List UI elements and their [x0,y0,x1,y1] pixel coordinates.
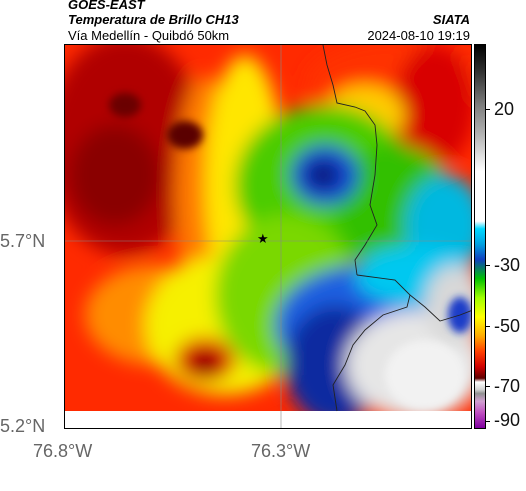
satellite-map: ★ [64,44,472,429]
colorbar-tick [486,421,490,422]
colorbar-tick [486,386,490,387]
colorbar [474,44,486,429]
region-label: Vía Medellín - Quibdó 50km [68,28,230,43]
agency-label: SIATA [432,12,470,27]
colorbar-label: 20 [494,99,515,119]
x-tick-label: 76.8°W [33,441,93,461]
colorbar-label: -50 [494,316,521,336]
colorbar-label: -30 [494,255,521,275]
datetime-label: 2024-08-10 19:19 [367,28,470,43]
colorbar-tick [486,265,490,266]
product-title: Temperatura de Brillo CH13 [68,12,239,27]
department-border [409,294,471,322]
y-tick-label: 5.7°N [0,231,46,251]
star-icon: ★ [257,231,269,246]
colorbar-tick [486,109,490,110]
x-tick-label: 76.3°W [251,441,311,461]
colorbar-tick [486,326,490,327]
department-border [332,274,411,412]
department-border [322,45,378,276]
colorbar-label: -70 [494,376,521,396]
satellite-label: GOES-EAST [68,0,145,12]
brightness-temperature-field [65,45,471,428]
colorbar-label: -90 [494,410,521,430]
y-tick-label: 5.2°N [0,416,46,436]
